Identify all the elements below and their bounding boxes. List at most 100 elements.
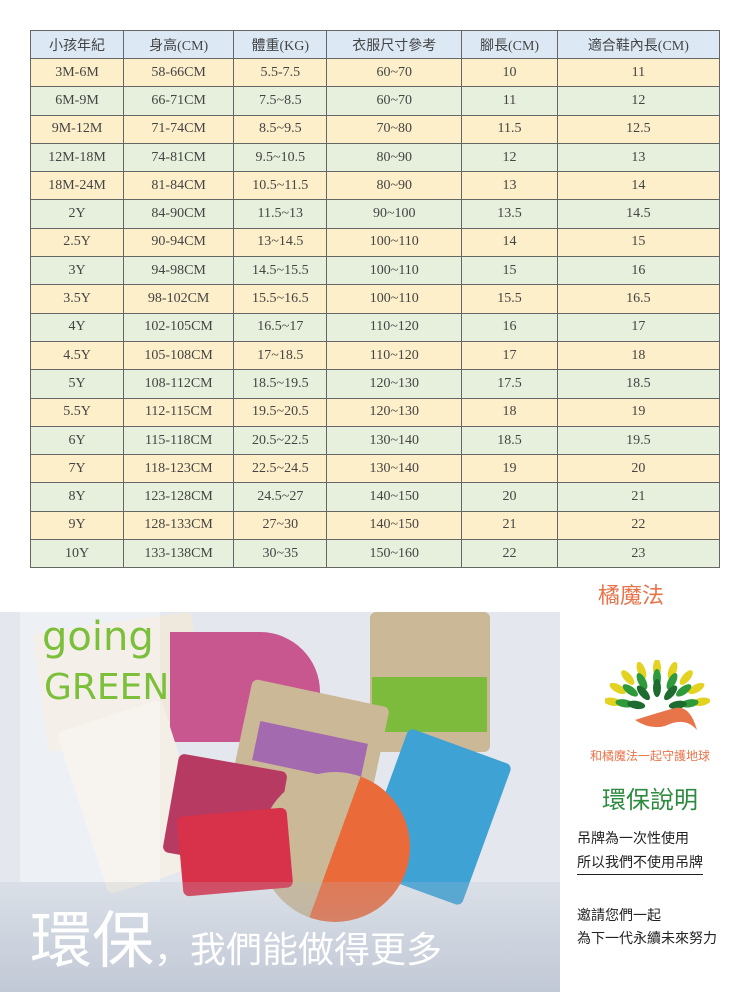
table-cell: 3Y [30,256,124,286]
table-cell: 110~120 [326,312,463,342]
column-header: 適合鞋內長(CM) [556,30,721,59]
leaf [636,661,647,680]
table-cell: 16 [556,256,721,286]
table-cell: 130~140 [326,454,463,484]
table-cell: 60~70 [326,57,463,88]
table-cell: 9.5~10.5 [233,142,328,173]
size-chart-table: 小孩年紀 身高(CM) 體重(KG) 衣服尺寸參考 腳長(CM) 適合鞋內長(CM) 3M… [30,30,721,569]
table-cell: 58-66CM [122,57,235,88]
table-cell: 5.5Y [30,397,124,427]
table-cell: 18 [461,397,558,427]
table-cell: 18.5 [461,425,558,456]
table-cell: 19.5~20.5 [233,397,328,427]
table-cell: 15.5~16.5 [233,284,328,314]
table-cell: 120~130 [326,397,463,427]
leaf [622,684,638,697]
table-cell: 6Y [30,425,124,456]
table-cell: 13.5 [461,199,558,229]
table-row: 18M-24M 81-84CM 10.5~11.5 80~90 13 14 [30,171,721,201]
table-cell: 15 [556,227,721,258]
table-cell: 24.5~27 [233,482,328,512]
note-line-4: 為下一代永續未來努力 [577,931,717,947]
table-cell: 9Y [30,510,124,541]
table-cell: 5.5-7.5 [233,57,328,88]
table-cell: 10.5~11.5 [233,171,328,201]
table-cell: 120~130 [326,369,463,399]
table-cell: 2.5Y [30,227,124,258]
table-cell: 74-81CM [122,142,235,173]
table-header: 小孩年紀 身高(CM) 體重(KG) 衣服尺寸參考 腳長(CM) 適合鞋內長(CM) [30,30,721,59]
table-cell: 6M-9M [30,86,124,116]
leaf [667,661,678,680]
table-cell: 71-74CM [122,114,235,144]
leaf [636,685,650,701]
leaf [609,682,626,695]
table-cell: 7Y [30,454,124,484]
table-cell: 18 [556,340,721,371]
table-cell: 70~80 [326,114,463,144]
table-cell: 12.5 [556,114,721,144]
leaf [627,700,646,710]
table-cell: 13 [461,171,558,201]
table-row: 3Y 94-98CM 14.5~15.5 100~110 15 16 [30,256,721,286]
table-cell: 21 [556,482,721,512]
table-row: 9M-12M 71-74CM 8.5~9.5 70~80 11.5 12.5 [30,114,721,144]
table-row: 12M-18M 74-81CM 9.5~10.5 80~90 12 13 [30,142,721,173]
table-row: 6M-9M 66-71CM 7.5~8.5 60~70 11 12 [30,86,721,116]
table-cell: 22 [556,510,721,541]
table-cell: 30~35 [233,539,328,569]
brand-name: 橘魔法 [598,584,665,609]
table-cell: 84-90CM [122,199,235,229]
table-cell: 81-84CM [122,171,235,201]
table-cell: 11 [556,57,721,88]
table-cell: 60~70 [326,86,463,116]
table-cell: 11.5~13 [233,199,328,229]
leaf [664,685,678,701]
table-cell: 14 [461,227,558,258]
slogan-banner: 環保，我們能做得更多 [30,890,442,980]
table-cell: 105-108CM [122,340,235,371]
eco-title: 環保說明 [602,786,698,814]
table-cell: 19 [556,397,721,427]
table-row: 4Y 102-105CM 16.5~17 110~120 16 17 [30,312,721,342]
table-cell: 22 [461,539,558,569]
table-cell: 4.5Y [30,340,124,371]
table-cell: 100~110 [326,227,463,258]
table-cell: 15 [461,256,558,286]
table-cell: 108-112CM [122,369,235,399]
table-cell: 10 [461,57,558,88]
table-cell: 8.5~9.5 [233,114,328,144]
going-text: going [42,614,154,660]
table-cell: 10Y [30,539,124,569]
table-cell: 4Y [30,312,124,342]
table-cell: 11.5 [461,114,558,144]
table-cell: 2Y [30,199,124,229]
tree-hand-logo-icon [605,660,710,730]
table-cell: 23 [556,539,721,569]
table-cell: 3M-6M [30,57,124,88]
tagline: 和橘魔法一起守護地球 [590,749,711,763]
table-row: 2.5Y 90-94CM 13~14.5 100~110 14 15 [30,227,721,258]
table-cell: 13~14.5 [233,227,328,258]
column-header: 小孩年紀 [30,30,124,59]
table-cell: 14.5~15.5 [233,256,328,286]
table-cell: 17~18.5 [233,340,328,371]
tags-photo [0,612,560,992]
table-cell: 11 [461,86,558,116]
table-row: 4.5Y 105-108CM 17~18.5 110~120 17 18 [30,340,721,371]
table-cell: 14.5 [556,199,721,229]
table-cell: 16.5 [556,284,721,314]
table-cell: 20.5~22.5 [233,425,328,456]
column-header: 身高(CM) [122,30,235,59]
slogan-rest: ，我們能做得更多 [154,930,443,971]
table-cell: 100~110 [326,284,463,314]
table-cell: 98-102CM [122,284,235,314]
table-cell: 17.5 [461,369,558,399]
table-cell: 140~150 [326,510,463,541]
green-vertical-text: GREEN [44,670,169,706]
table-cell: 66-71CM [122,86,235,116]
table-row: 9Y 128-133CM 27~30 140~150 21 22 [30,510,721,541]
table-cell: 118-123CM [122,454,235,484]
leaf [688,682,705,695]
table-cell: 17 [461,340,558,371]
